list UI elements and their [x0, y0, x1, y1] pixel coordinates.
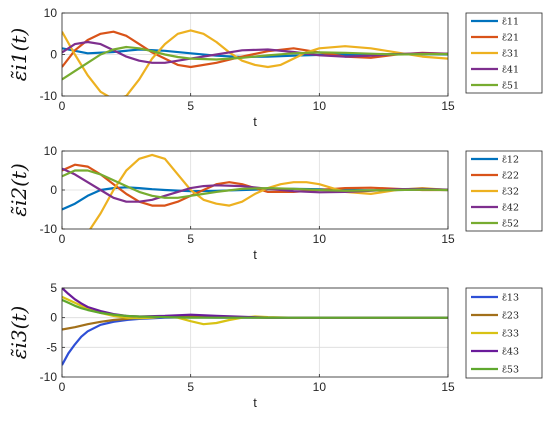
x-tick-label: 15	[441, 232, 455, 246]
x-axis-label: t	[253, 114, 257, 129]
x-axis-label: t	[253, 395, 257, 410]
x-axis-label: t	[253, 247, 257, 262]
legend-label: ε̃43	[502, 347, 519, 358]
legend-label: ε̃42	[502, 203, 519, 214]
legend-label: ε̃32	[502, 187, 519, 198]
x-tick-label: 10	[313, 232, 327, 246]
y-tick-label: 10	[44, 6, 58, 20]
axes-box	[61, 287, 449, 378]
y-tick-label: 0	[50, 48, 57, 62]
y-tick-label: -5	[46, 340, 57, 354]
x-tick-label: 15	[441, 380, 455, 394]
legend-label: ε̃11	[502, 17, 519, 28]
series-line-5	[62, 169, 448, 199]
x-tick-label: 0	[59, 380, 66, 394]
x-tick-label: 10	[313, 99, 327, 113]
legend-label: ε̃12	[502, 155, 519, 166]
y-axis-label: ε̃i3(t)	[7, 306, 31, 360]
legend-label: ε̃31	[502, 49, 519, 60]
series-line-2	[62, 163, 448, 207]
chart-panel-3: 0 5 10 15 -10 -5 0 5 t ε̃i3(t) ε̃13 ε̃23 ε̃33 ε̃43 ε̃5…	[7, 281, 543, 410]
plot-area	[62, 288, 448, 377]
series-line-2	[62, 30, 448, 69]
legend: ε̃12 ε̃22 ε̃32 ε̃42 ε̃52	[465, 150, 543, 232]
x-tick-label: 5	[187, 380, 194, 394]
series-line-3	[62, 29, 448, 96]
y-tick-label: 10	[44, 144, 58, 158]
legend-label: ε̃21	[502, 33, 519, 44]
x-tick-label: 0	[59, 232, 66, 246]
legend-label: ε̃22	[502, 171, 519, 182]
legend-label: ε̃52	[502, 219, 519, 230]
legend-label: ε̃51	[502, 81, 519, 92]
x-tick-label: 5	[187, 99, 194, 113]
legend-label: ε̃33	[502, 329, 519, 340]
x-tick-label: 10	[313, 380, 327, 394]
y-tick-label: -10	[40, 222, 58, 236]
y-tick-label: -10	[40, 370, 58, 384]
y-tick-label: -10	[40, 89, 58, 103]
legend: ε̃11 ε̃21 ε̃31 ε̃41 ε̃51	[465, 12, 543, 94]
y-tick-label: 5	[50, 281, 57, 295]
x-tick-label: 15	[441, 99, 455, 113]
legend: ε̃13 ε̃23 ε̃33 ε̃43 ε̃53	[465, 287, 543, 379]
y-axis-label: ε̃i2(t)	[7, 163, 31, 217]
x-tick-label: 0	[59, 99, 66, 113]
legend-label: ε̃13	[502, 293, 519, 304]
y-tick-label: 0	[50, 183, 57, 197]
y-tick-label: 0	[50, 311, 57, 325]
series-line-5	[62, 45, 448, 81]
series-line-5	[62, 298, 448, 319]
legend-label: ε̃53	[502, 365, 519, 376]
legend-label: ε̃41	[502, 65, 519, 76]
legend-label: ε̃23	[502, 311, 519, 322]
y-axis-label: ε̃i1(t)	[7, 28, 31, 82]
x-tick-label: 5	[187, 232, 194, 246]
